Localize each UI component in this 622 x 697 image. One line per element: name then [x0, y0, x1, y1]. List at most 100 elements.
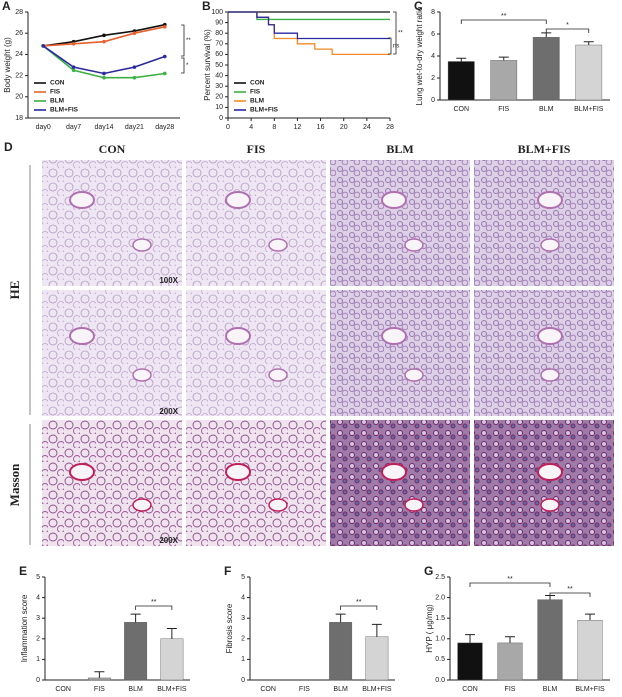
y-tick-label: 10 — [215, 104, 223, 111]
legend-label: BLM — [50, 98, 64, 105]
bar — [575, 44, 603, 101]
sig-bracket — [545, 28, 590, 33]
airway — [404, 238, 424, 252]
y-tick-label: 70 — [215, 41, 223, 48]
bar — [577, 620, 603, 681]
point — [163, 25, 167, 29]
y-tick-label: 4 — [241, 594, 245, 601]
airway — [225, 191, 251, 209]
sig-bracket — [469, 582, 551, 587]
sig-bracket — [135, 605, 173, 610]
chart: A 18 20 22 24 26 28 Body weight (g) day0 day7 day1… — [2, 0, 191, 131]
bar — [497, 642, 523, 681]
y-tick-label: 0.0 — [435, 677, 445, 684]
sig-bracket — [181, 57, 185, 74]
legend-label: FIS — [50, 89, 61, 96]
airway — [381, 463, 407, 481]
point — [71, 42, 76, 46]
y-tick-label: 0 — [241, 677, 245, 684]
error-bar — [94, 671, 105, 678]
x-tick-label: FIS — [94, 686, 105, 693]
sig-label: ns — [393, 44, 399, 50]
y-tick-label: 28 — [15, 9, 23, 16]
y-tick-label: 40 — [215, 72, 223, 79]
x-tick-label: BLM+FIS — [362, 686, 392, 693]
y-tick-label: 60 — [215, 51, 223, 58]
magnifications: 100X 200X 200X — [159, 276, 178, 545]
error-bar — [465, 634, 475, 643]
airway — [540, 238, 560, 252]
y-tick-label: 5 — [241, 574, 245, 581]
y-axis-label: Body weight (g) — [3, 37, 12, 93]
y-tick-label: 4 — [431, 53, 435, 60]
micrograph — [186, 290, 326, 416]
airway — [132, 238, 152, 252]
y-axis-label: Lung wet-to-dry weight ratio — [415, 6, 424, 105]
legend-label: FIS — [250, 89, 261, 96]
bar — [160, 638, 184, 681]
chart: F 0 1 2 3 4 5 Fibrosis score CON FIS BLM BLM+FIS ** — [224, 564, 395, 693]
point — [71, 65, 76, 69]
micrograph — [186, 160, 326, 286]
sig-label: * — [186, 63, 189, 69]
survival-curve — [228, 11, 390, 21]
x-tick-label: 16 — [317, 124, 325, 131]
x-tick-label: BLM — [333, 686, 348, 693]
sig-bracket — [388, 37, 392, 55]
y-tick-label: 0 — [36, 677, 40, 684]
x-tick-label: BLM — [128, 686, 143, 693]
x-tick-label: CON — [55, 686, 71, 693]
column-header: BLM — [386, 142, 413, 156]
airway — [537, 191, 563, 209]
point — [71, 68, 76, 73]
panel-letter: D — [4, 140, 13, 154]
micrograph — [42, 290, 182, 416]
sig-label: ** — [398, 31, 403, 37]
y-tick-label: 2 — [36, 636, 40, 643]
point — [102, 39, 106, 44]
y-tick-label: 1.0 — [435, 636, 445, 643]
error-bar — [456, 57, 467, 62]
airway — [540, 368, 560, 382]
y-tick-label: 2.5 — [435, 574, 445, 581]
airway — [537, 327, 563, 345]
panel-letter: B — [202, 0, 211, 13]
micrograph — [330, 290, 470, 416]
point — [132, 75, 137, 80]
airway — [404, 498, 424, 512]
panel-letter: E — [19, 564, 27, 578]
x-tick-label: day28 — [155, 124, 174, 131]
y-tick-label: 90 — [215, 19, 223, 26]
error-bar — [585, 613, 595, 621]
bar — [490, 60, 518, 101]
point — [41, 44, 45, 48]
point — [102, 33, 106, 38]
point — [163, 71, 167, 76]
chart: C 0 2 4 6 8 Lung wet-to-dry weight ratio CON FIS… — [414, 0, 610, 113]
airway — [225, 327, 251, 345]
micrograph — [42, 420, 182, 546]
y-tick-label: 0 — [431, 97, 435, 104]
y-tick-label: 6 — [431, 31, 435, 38]
y-tick-label: 26 — [15, 30, 23, 37]
y-tick-label: 8 — [431, 9, 435, 16]
y-axis-label: Fibrosis score — [225, 603, 234, 653]
y-tick-label: 18 — [15, 115, 23, 122]
x-tick-label: BLM+FIS — [574, 106, 604, 113]
column-header: BLM+FIS — [518, 142, 571, 156]
error-bar — [371, 623, 382, 637]
y-tick-label: 22 — [15, 72, 23, 79]
row-label: HE — [7, 281, 22, 300]
sig-bracket — [393, 11, 397, 55]
x-tick-label: 0 — [226, 124, 230, 131]
bar — [365, 636, 389, 681]
sig-label: ** — [567, 586, 573, 593]
y-tick-label: 1 — [241, 656, 245, 663]
magnification: 200X — [159, 407, 178, 416]
panel-letter: C — [414, 0, 423, 13]
point — [132, 65, 137, 69]
sig-label: ** — [356, 599, 362, 606]
y-tick-label: 20 — [15, 94, 23, 101]
airway — [132, 368, 152, 382]
airway — [132, 498, 152, 512]
